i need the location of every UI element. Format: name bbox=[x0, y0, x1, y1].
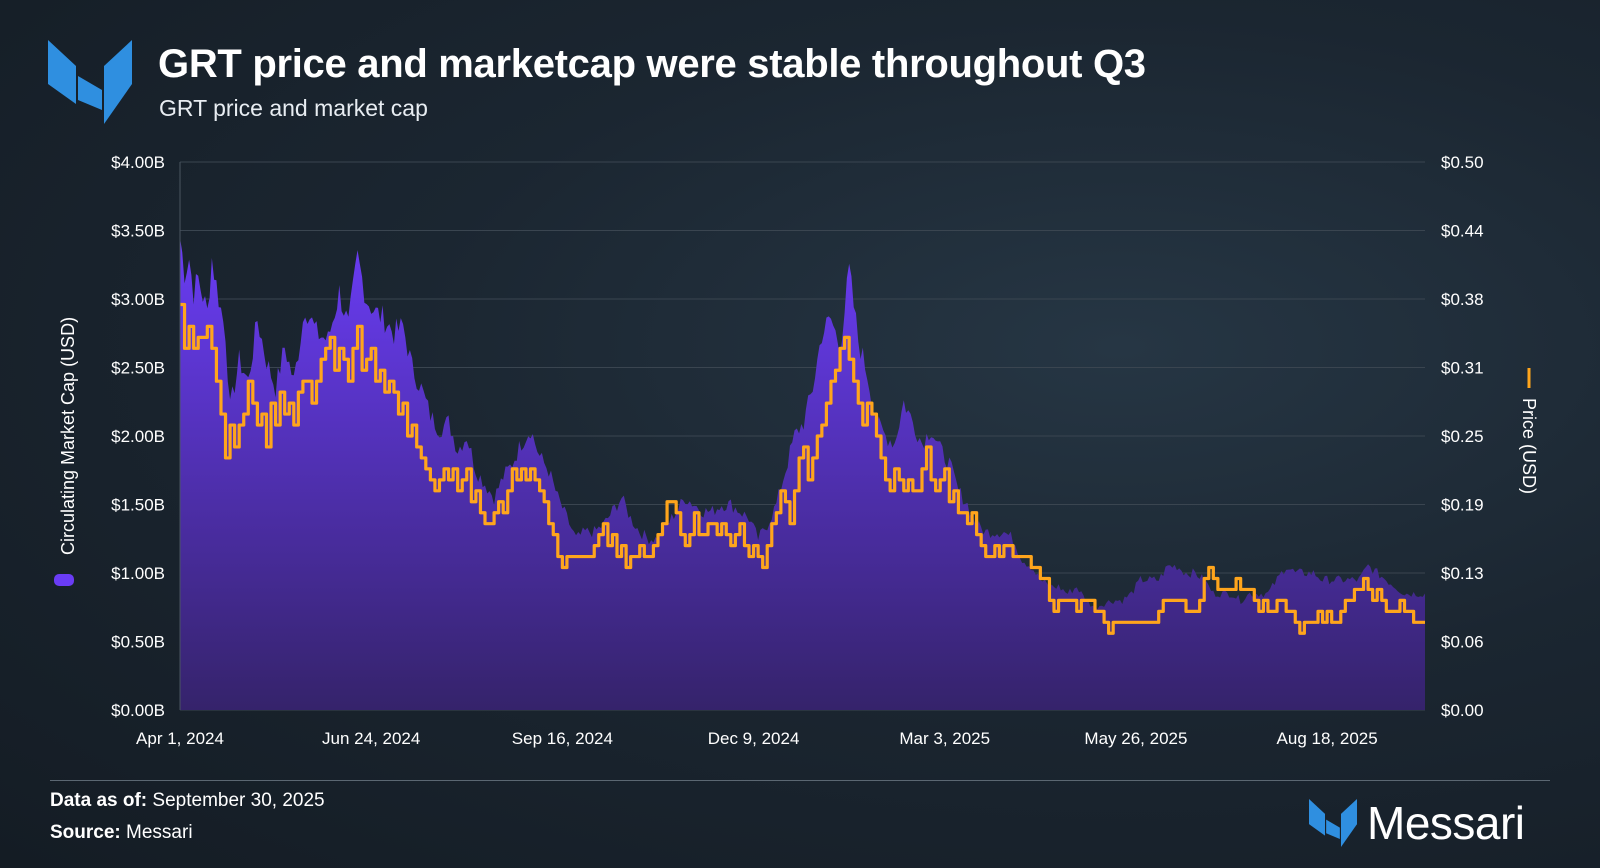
left-tick-label: $1.50B bbox=[111, 496, 165, 515]
data-as-of: Data as of: September 30, 2025 bbox=[50, 790, 325, 812]
right-tick-label: $0.31 bbox=[1441, 359, 1484, 378]
x-axis-ticks: Apr 1, 2024 Jun 24, 2024 Sep 16, 2024 Dec 9… bbox=[136, 729, 1378, 748]
left-axis-label: Circulating Market Cap (USD) bbox=[58, 317, 78, 555]
chart-svg: $0.00B $0.50B $1.00B $1.50B $2.00B $2.50B $3.0… bbox=[54, 153, 1539, 748]
data-as-of-value: September 30, 2025 bbox=[152, 790, 325, 811]
right-tick-label: $0.38 bbox=[1441, 290, 1484, 309]
x-tick-label: Mar 3, 2025 bbox=[899, 729, 990, 748]
x-tick-label: May 26, 2025 bbox=[1084, 729, 1187, 748]
left-tick-label: $3.00B bbox=[111, 290, 165, 309]
right-tick-label: $0.19 bbox=[1441, 496, 1484, 515]
right-axis-ticks: $0.00 $0.06 $0.13 $0.19 $0.25 $0.31 $0.38 $0.44… bbox=[1441, 153, 1484, 720]
right-tick-label: $0.50 bbox=[1441, 153, 1484, 172]
x-tick-label: Apr 1, 2024 bbox=[136, 729, 224, 748]
x-tick-label: Sep 16, 2024 bbox=[512, 729, 613, 748]
messari-brand: Messari bbox=[1309, 796, 1525, 850]
right-tick-label: $0.06 bbox=[1441, 633, 1484, 652]
x-tick-label: Aug 18, 2025 bbox=[1277, 729, 1378, 748]
footer-divider bbox=[50, 780, 1550, 781]
source: Source: Messari bbox=[50, 822, 193, 844]
right-tick-label: $0.25 bbox=[1441, 427, 1484, 446]
market-cap-area bbox=[180, 237, 1425, 711]
chart-title: GRT price and marketcap were stable thro… bbox=[158, 42, 1146, 86]
right-axis-label: Price (USD) bbox=[1519, 398, 1539, 494]
left-axis-ticks: $0.00B $0.50B $1.00B $1.50B $2.00B $2.50B $3.0… bbox=[111, 153, 165, 720]
left-tick-label: $4.00B bbox=[111, 153, 165, 172]
left-tick-label: $0.00B bbox=[111, 701, 165, 720]
right-tick-label: $0.13 bbox=[1441, 564, 1484, 583]
source-value: Messari bbox=[126, 822, 193, 843]
messari-logo-icon bbox=[48, 40, 132, 124]
price-line bbox=[180, 302, 1425, 635]
left-tick-label: $0.50B bbox=[111, 633, 165, 652]
source-label: Source: bbox=[50, 822, 121, 843]
x-tick-label: Jun 24, 2024 bbox=[322, 729, 420, 748]
left-tick-label: $3.50B bbox=[111, 222, 165, 241]
data-as-of-label: Data as of: bbox=[50, 790, 148, 811]
left-axis-title: Circulating Market Cap (USD) bbox=[54, 317, 78, 586]
chart-subtitle: GRT price and market cap bbox=[159, 95, 428, 121]
market-cap-legend-swatch bbox=[54, 574, 74, 586]
left-tick-label: $1.00B bbox=[111, 564, 165, 583]
right-tick-label: $0.44 bbox=[1441, 222, 1484, 241]
left-tick-label: $2.50B bbox=[111, 359, 165, 378]
left-tick-label: $2.00B bbox=[111, 427, 165, 446]
right-axis-title: Price (USD) bbox=[1519, 368, 1539, 494]
brand-name: Messari bbox=[1367, 797, 1525, 849]
right-tick-label: $0.00 bbox=[1441, 701, 1484, 720]
messari-brand-icon bbox=[1309, 799, 1357, 847]
x-tick-label: Dec 9, 2024 bbox=[708, 729, 800, 748]
